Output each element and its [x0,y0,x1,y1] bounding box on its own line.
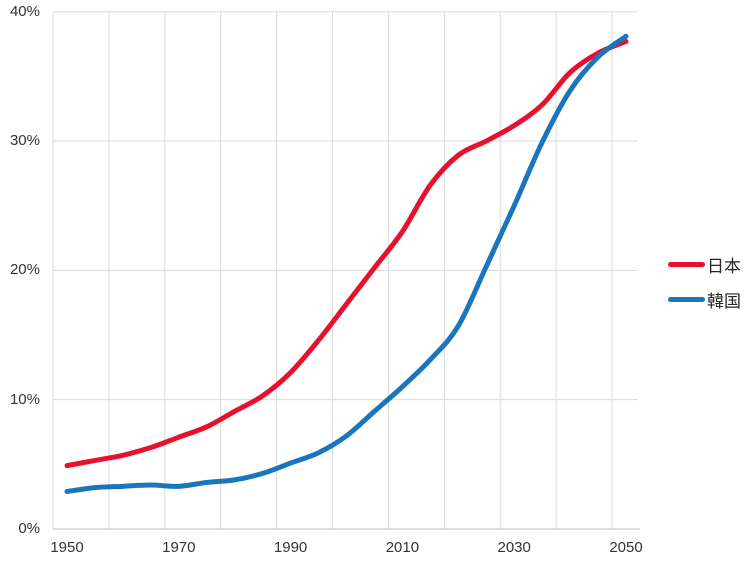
legend-item-japan: 日本 [668,247,741,282]
korea-line-swatch [668,297,705,302]
legend-item-korea: 韓国 [668,282,741,317]
x-tick-label: 2030 [497,539,531,556]
x-tick-label: 1950 [50,539,84,556]
y-tick-label: 20% [9,261,40,279]
y-tick-label: 0% [18,520,40,537]
legend: 日本 韓国 [668,247,741,317]
x-tick-label: 1990 [273,539,308,556]
series-line-korea [64,33,629,494]
y-tick-label: 40% [9,2,40,20]
series-line-japan [64,38,629,469]
japan-line-swatch [668,262,705,267]
x-tick-label: 2010 [385,539,420,556]
legend-label-japan: 日本 [707,257,741,276]
x-tick-label: 1970 [162,539,196,556]
y-tick-label: 30% [9,132,40,150]
y-tick-label: 10% [9,390,40,408]
x-tick-label: 2050 [609,539,643,556]
legend-label-korea: 韓国 [707,292,741,311]
